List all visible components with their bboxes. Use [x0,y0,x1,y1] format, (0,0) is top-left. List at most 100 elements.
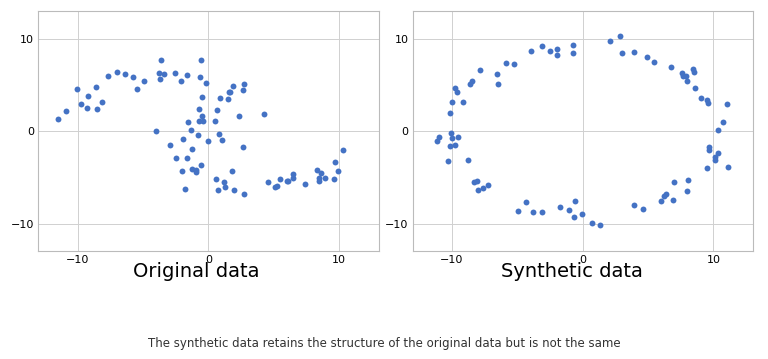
Point [169,70,181,76]
Point [665,65,677,70]
Point [703,144,715,149]
Point [192,132,204,138]
Point [155,57,167,62]
Point [680,188,693,194]
Point [202,137,214,143]
Point [75,101,88,106]
Point [222,96,234,102]
Point [445,99,458,104]
Point [702,100,714,106]
Point [119,71,131,77]
Point [60,108,72,114]
Point [310,167,323,173]
Point [473,67,485,73]
Point [688,69,700,75]
Point [127,74,139,80]
Point [472,187,485,192]
Point [153,70,165,76]
Point [257,111,270,117]
Point [687,66,700,72]
Point [712,127,724,133]
Point [193,118,205,124]
Point [536,209,548,215]
Point [695,95,707,101]
Point [647,60,660,65]
Point [170,155,182,161]
Point [237,87,249,93]
Point [567,50,579,56]
Point [462,157,474,163]
Point [195,57,207,62]
Point [703,147,716,153]
Point [508,61,521,67]
Point [219,184,231,190]
Point [237,144,249,149]
Point [452,134,464,140]
Point [660,191,672,197]
Point [193,106,205,112]
Point [158,71,170,77]
Point [551,52,563,58]
Point [676,70,688,76]
Point [131,86,144,92]
Point [101,74,114,79]
Point [677,73,690,79]
Point [96,99,108,104]
Point [525,48,538,53]
Point [722,164,734,170]
Point [286,175,299,181]
Point [210,176,222,182]
Point [214,95,227,101]
Point [717,119,729,125]
Point [616,50,628,56]
Point [81,105,93,111]
Point [721,101,733,107]
Point [445,130,458,136]
Point [174,78,187,84]
Point [271,183,283,188]
Point [154,76,166,82]
Point [226,168,238,174]
Point [457,99,469,104]
Point [701,97,713,102]
Point [281,178,293,183]
Point [519,199,531,205]
Point [71,86,84,92]
Point [262,179,274,185]
Point [178,186,190,192]
Point [164,142,176,148]
Point [535,43,548,49]
Point [568,199,581,204]
Text: Synthetic data: Synthetic data [502,262,643,281]
Point [594,222,606,227]
Point [449,85,461,91]
Point [180,72,193,78]
Point [151,129,163,134]
Point [282,178,294,184]
Point [444,110,456,116]
Point [544,48,556,54]
Point [196,94,208,99]
Point [701,165,713,171]
Text: The synthetic data retains the structure of the original data but is not the sam: The synthetic data retains the structure… [147,337,621,350]
Point [328,177,340,182]
Point [449,143,461,148]
Point [604,38,617,44]
Point [194,74,207,80]
Point [554,205,567,210]
Point [214,131,226,136]
Point [586,220,598,226]
Point [492,81,504,87]
Point [654,198,667,204]
Point [709,158,721,163]
Point [180,155,193,161]
Point [637,206,649,212]
Point [82,94,94,99]
Point [336,147,349,153]
Point [668,180,680,185]
Point [315,170,327,176]
Point [218,179,230,185]
Point [576,211,588,216]
Point [476,185,488,191]
Point [274,176,286,182]
